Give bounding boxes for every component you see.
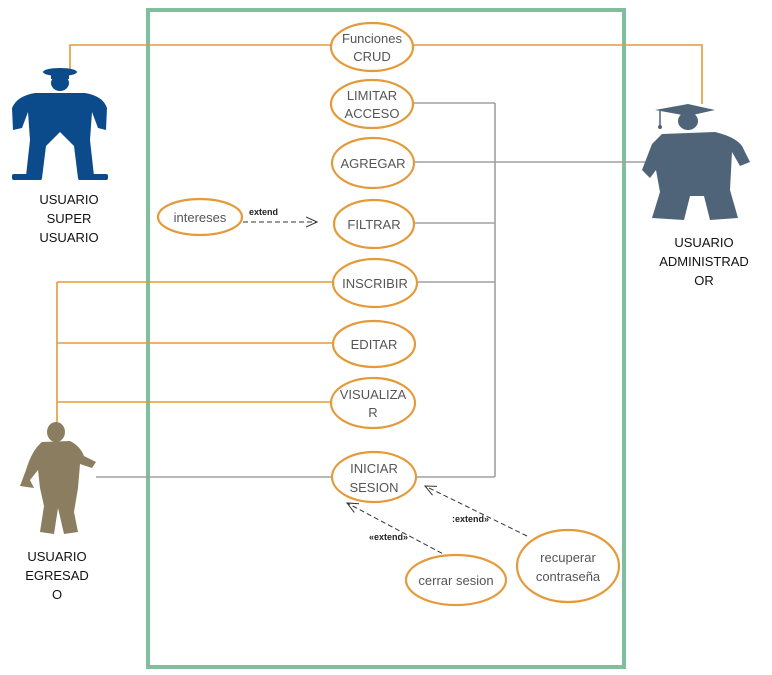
- extend-recuperar-iniciar-arrow: [425, 486, 528, 537]
- usecase-limitar-acceso[interactable]: [329, 78, 415, 130]
- extend-cerrar-iniciar-arrow: [347, 503, 450, 558]
- usecase-inscribir-label: INSCRIBIR: [342, 276, 408, 291]
- usecase-intereses-label: intereses: [174, 210, 227, 225]
- usecase-recuperar-line-1: recuperar: [540, 550, 596, 565]
- usecase-visualizar-line-2: R: [368, 405, 377, 420]
- actor-egresado-line-1: USUARIO: [27, 549, 86, 564]
- usecase-crud-line-1: Funciones: [342, 31, 402, 46]
- usecase-iniciar-line-2: SESION: [349, 480, 398, 495]
- actor-egresado[interactable]: USUARIO EGRESAD O: [20, 422, 96, 602]
- extend-label-cerrar: «extend»: [369, 532, 408, 542]
- extend-relations: [243, 222, 528, 558]
- usecase-recuperar-contrasena[interactable]: [515, 528, 621, 604]
- usecase-inscribir[interactable]: [331, 257, 419, 309]
- usecase-crud[interactable]: [329, 21, 415, 73]
- usecase-recuperar-line-2: contraseña: [536, 569, 601, 584]
- actor-super-line-3: USUARIO: [39, 230, 98, 245]
- associations-egresado: [56, 281, 333, 428]
- actor-egresado-line-3: O: [52, 587, 62, 602]
- actor-admin-line-2: ADMINISTRAD: [659, 254, 749, 269]
- usecase-filtrar[interactable]: [332, 198, 416, 250]
- actor-super-line-1: USUARIO: [39, 192, 98, 207]
- usecase-cerrar-label: cerrar sesion: [418, 573, 493, 588]
- usecase-agregar[interactable]: [330, 136, 416, 190]
- assoc-crud-admin: [413, 44, 703, 104]
- usecase-filtrar-label: FILTRAR: [347, 217, 400, 232]
- usecase-intereses[interactable]: [156, 197, 244, 237]
- usecase-limitar-line-1: LIMITAR: [347, 88, 397, 103]
- graduate-silhouette-icon: [642, 104, 750, 220]
- associations-super-admin: [69, 44, 703, 104]
- usecase-editar-label: EDITAR: [351, 337, 398, 352]
- usecase-limitar-line-2: ACCESO: [345, 106, 400, 121]
- associations-admin: [96, 102, 650, 478]
- actor-admin-line-1: USUARIO: [674, 235, 733, 250]
- actor-admin-line-3: OR: [694, 273, 714, 288]
- usecase-visualizar[interactable]: [329, 376, 417, 430]
- actor-super-line-2: SUPER: [47, 211, 92, 226]
- system-boundary: [146, 8, 626, 669]
- assoc-super-crud: [69, 44, 331, 72]
- actor-administrador[interactable]: USUARIO ADMINISTRAD OR: [642, 104, 750, 288]
- extend-label-recuperar: :extend»: [452, 514, 489, 524]
- usecase-agregar-label: AGREGAR: [340, 156, 405, 171]
- usecase-crud-line-2: CRUD: [353, 49, 391, 64]
- actor-egresado-line-2: EGRESAD: [25, 568, 89, 583]
- usecase-visualizar-line-1: VISUALIZA: [340, 387, 407, 402]
- extend-label-intereses: extend: [249, 207, 278, 217]
- actor-super-usuario[interactable]: USUARIO SUPER USUARIO: [12, 68, 108, 245]
- usecase-editar[interactable]: [331, 319, 417, 369]
- walking-person-silhouette-icon: [20, 422, 96, 534]
- usecase-iniciar-line-1: INICIAR: [350, 461, 398, 476]
- usecase-cerrar-sesion[interactable]: [404, 553, 508, 607]
- use-case-labels: Funciones CRUD LIMITAR ACCESO AGREGAR FI…: [174, 31, 601, 588]
- use-cases: [156, 21, 621, 607]
- person-silhouette-icon: [12, 68, 108, 180]
- usecase-iniciar-sesion[interactable]: [330, 450, 418, 504]
